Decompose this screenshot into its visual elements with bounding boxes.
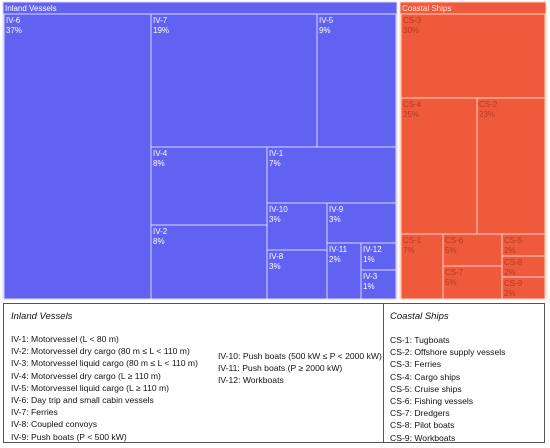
legend-item: IV-11: Push boats (P ≥ 2000 kW) <box>218 363 343 374</box>
cell-cs-3 <box>400 13 546 99</box>
cell-cs-7 <box>442 265 503 300</box>
cell-label: CS-8 <box>504 258 523 267</box>
cell-label: CS-2 <box>479 100 498 109</box>
group-title: Inland Vessels <box>5 4 57 13</box>
cell-label: IV-4 <box>153 149 168 158</box>
cell-value-label: 3% <box>329 215 341 224</box>
cell-iv-5 <box>316 13 397 148</box>
cell-value-label: 2% <box>329 255 341 264</box>
cell-label: CS-5 <box>504 236 523 245</box>
legend-item: IV-12: Workboats <box>218 375 284 386</box>
cell-value-label: 1% <box>363 255 375 264</box>
cell-value-label: 7% <box>403 246 415 255</box>
cell-cs-4 <box>400 97 478 235</box>
legend-inland-col1: Inland Vessels IV-1: Motorvessel (L < 80… <box>11 304 198 443</box>
cell-label: IV-5 <box>319 16 334 25</box>
cell-value-label: 7% <box>269 159 281 168</box>
cell-label: IV-10 <box>269 205 288 214</box>
cell-iv-3 <box>360 269 397 300</box>
cell-iv-11 <box>326 242 362 300</box>
cell-value-label: 1% <box>363 282 375 291</box>
treemap-chart: Inland VesselsIV-637%IV-719%IV-59%IV-48%… <box>2 1 547 300</box>
cell-value-label: 3% <box>269 215 281 224</box>
cell-label: CS-4 <box>403 100 422 109</box>
legend-item: CS-4: Cargo ships <box>390 371 461 382</box>
legend-item: IV-8: Coupled convoys <box>11 419 97 430</box>
cell-value-label: 8% <box>153 159 165 168</box>
cell-iv-1 <box>266 146 397 204</box>
cell-iv-2 <box>150 224 268 300</box>
group-title: Coastal Ships <box>402 4 451 13</box>
cell-cs-2 <box>476 97 546 235</box>
legend-box: Inland Vessels IV-1: Motorvessel (L < 80… <box>3 303 545 443</box>
legend-item: CS-6: Fishing vessels <box>390 396 474 407</box>
cell-value-label: 2% <box>504 289 516 298</box>
legend-item: IV-4: Motorvessel dry cargo (L ≥ 110 m) <box>11 370 161 381</box>
legend-inland-heading: Inland Vessels <box>11 311 73 322</box>
cell-value-label: 8% <box>153 237 165 246</box>
cell-label: IV-7 <box>153 16 168 25</box>
cell-iv-7 <box>150 13 318 148</box>
legend-item: IV-1: Motorvessel (L < 80 m) <box>11 334 119 344</box>
legend-item: IV-5: Motorvessel liquid cargo (L ≥ 110 … <box>11 382 170 393</box>
cell-value-label: 37% <box>6 26 22 35</box>
cell-label: CS-1 <box>403 236 422 245</box>
cell-label: CS-9 <box>504 279 523 288</box>
cell-iv-9 <box>326 202 397 244</box>
legend-coastal-heading: Coastal Ships <box>390 311 449 322</box>
cell-label: CS-3 <box>403 16 422 25</box>
cell-label: IV-1 <box>269 149 284 158</box>
cell-value-label: 2% <box>504 268 516 277</box>
cell-label: IV-9 <box>329 205 344 214</box>
cell-iv-4 <box>150 146 268 226</box>
legend-item: CS-3: Ferries <box>390 359 442 370</box>
cell-value-label: 25% <box>403 110 419 119</box>
cell-label: IV-6 <box>6 16 21 25</box>
cell-value-label: 23% <box>479 110 495 119</box>
legend-coastal-col: Coastal Ships CS-1: Tugboats CS-2: Offsho… <box>390 304 505 444</box>
legend-item: CS-9: Workboats <box>390 432 456 443</box>
cell-value-label: 5% <box>445 278 457 287</box>
legend-item: IV-10: Push boats (500 kW ≤ P < 2000 kW) <box>218 351 382 361</box>
cell-value-label: 5% <box>445 246 457 255</box>
cell-label: IV-2 <box>153 227 168 236</box>
legend-inland-col2: IV-10: Push boats (500 kW ≤ P < 2000 kW)… <box>218 304 382 387</box>
cell-iv-6 <box>3 13 152 300</box>
cell-cs-9 <box>501 276 546 300</box>
legend-item: CS-5: Cruise ships <box>390 383 462 394</box>
legend-item: IV-7: Ferries <box>11 407 58 418</box>
cell-value-label: 30% <box>403 26 419 35</box>
cell-label: IV-11 <box>329 245 348 254</box>
cell-iv-8 <box>266 249 328 300</box>
legend-item: CS-2: Offshore supply vessels <box>390 347 506 358</box>
cell-cs-1 <box>400 233 444 300</box>
legend-item: IV-2: Motorvessel dry cargo (80 m ≤ L < … <box>11 346 190 357</box>
legend-item: IV-6: Day trip and small cabin vessels <box>11 395 154 406</box>
cell-label: IV-8 <box>269 252 284 261</box>
cell-iv-10 <box>266 202 328 251</box>
cell-label: CS-6 <box>445 236 464 245</box>
cell-value-label: 3% <box>269 262 281 271</box>
legend-item: IV-3: Motorvessel liquid cargo (80 m ≤ L… <box>11 358 198 369</box>
cell-label: CS-7 <box>445 268 464 277</box>
legend-item: CS-7: Dredgers <box>390 408 450 419</box>
legend-item: CS-8: Pilot boats <box>390 420 455 431</box>
legend-item: CS-1: Tugboats <box>390 335 450 345</box>
cell-label: IV-12 <box>363 245 382 254</box>
cell-value-label: 2% <box>504 246 516 255</box>
cell-label: IV-3 <box>363 272 378 281</box>
legend-item: IV-9: Push boats (P < 500 kW) <box>11 431 127 442</box>
cell-value-label: 19% <box>153 26 169 35</box>
legend-divider <box>383 304 384 442</box>
cell-value-label: 9% <box>319 26 331 35</box>
